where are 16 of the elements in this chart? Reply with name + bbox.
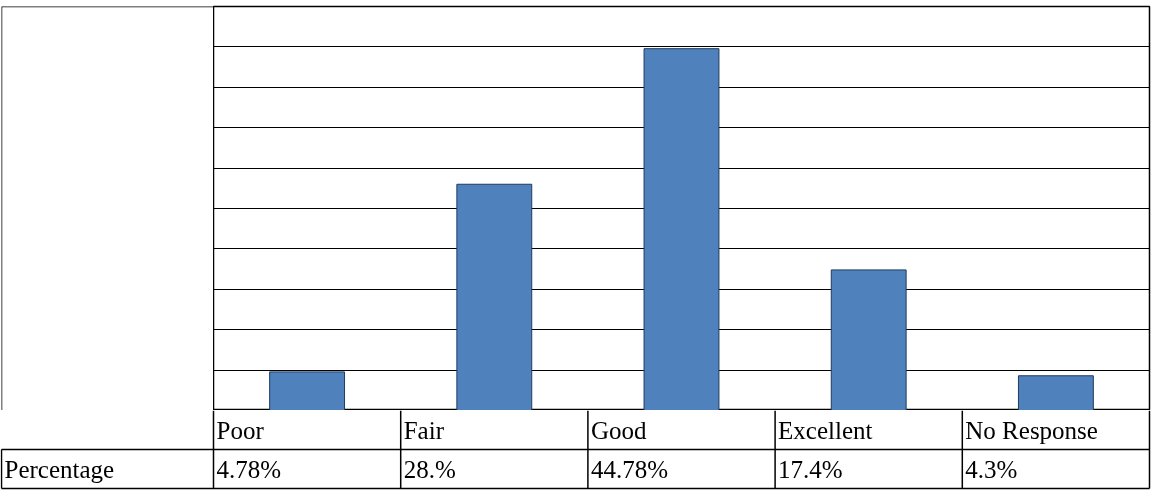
x-tick-label: No Response	[965, 416, 1098, 444]
bar	[1017, 375, 1094, 410]
bar	[456, 183, 533, 410]
x-tick-label: Excellent	[778, 416, 873, 444]
text: Percentage	[4, 455, 115, 483]
data-label: 4.3%	[965, 455, 1018, 483]
bar	[643, 48, 720, 410]
x-tick-label: Good	[590, 416, 647, 444]
x-tick-label: Poor	[216, 416, 265, 444]
bar	[830, 269, 907, 410]
data-label: 17.4%	[778, 455, 843, 483]
x-tick-label: Fair	[403, 416, 445, 444]
bar	[269, 371, 346, 410]
data-label: 28.%	[403, 455, 456, 483]
data-label: 44.78%	[590, 455, 668, 483]
data-label: 4.78%	[216, 455, 282, 483]
